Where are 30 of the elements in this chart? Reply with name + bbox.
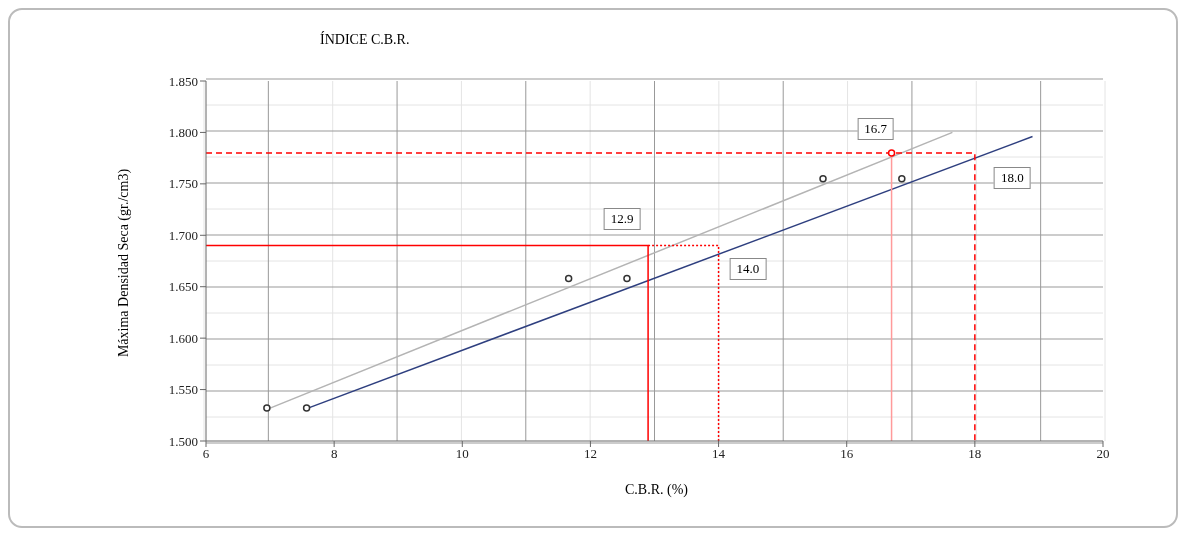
y-tick-label: 1.850 xyxy=(168,73,198,89)
point xyxy=(302,404,311,412)
x-tick-label: 6 xyxy=(202,446,210,462)
point xyxy=(564,274,573,283)
y-tick-label: 1.550 xyxy=(168,382,198,398)
point xyxy=(819,174,827,183)
x-tick-label: 14 xyxy=(712,446,726,462)
y-tick-label: 1.650 xyxy=(168,279,198,295)
y-axis-title: Máxima Densidad Seca (gr./cm3) xyxy=(116,168,132,358)
annotation: 12.9 xyxy=(603,208,641,231)
x-tick-label: 8 xyxy=(330,446,338,462)
point xyxy=(623,274,631,283)
annotation: 14.0 xyxy=(729,258,767,281)
x-axis-title: C.B.R. (%) xyxy=(624,482,689,498)
annotation: 18.0 xyxy=(993,166,1031,189)
point xyxy=(887,149,896,157)
x-tick-label: 16 xyxy=(840,446,854,462)
y-tick-label: 1.600 xyxy=(168,330,198,346)
point xyxy=(263,404,271,412)
y-tick-label: 1.500 xyxy=(168,433,198,449)
x-tick-label: 12 xyxy=(583,446,597,462)
y-tick-label: 1.750 xyxy=(168,176,198,192)
x-tick-label: 18 xyxy=(968,446,982,462)
annotation: 16.7 xyxy=(857,117,894,140)
x-tick-label: 10 xyxy=(455,446,469,462)
x-tick-label: 20 xyxy=(1096,446,1110,462)
chart-title: ÍNDICE C.B.R. xyxy=(320,32,410,48)
y-tick-label: 1.800 xyxy=(168,125,198,141)
y-tick-label: 1.700 xyxy=(168,227,198,243)
point xyxy=(898,174,906,183)
